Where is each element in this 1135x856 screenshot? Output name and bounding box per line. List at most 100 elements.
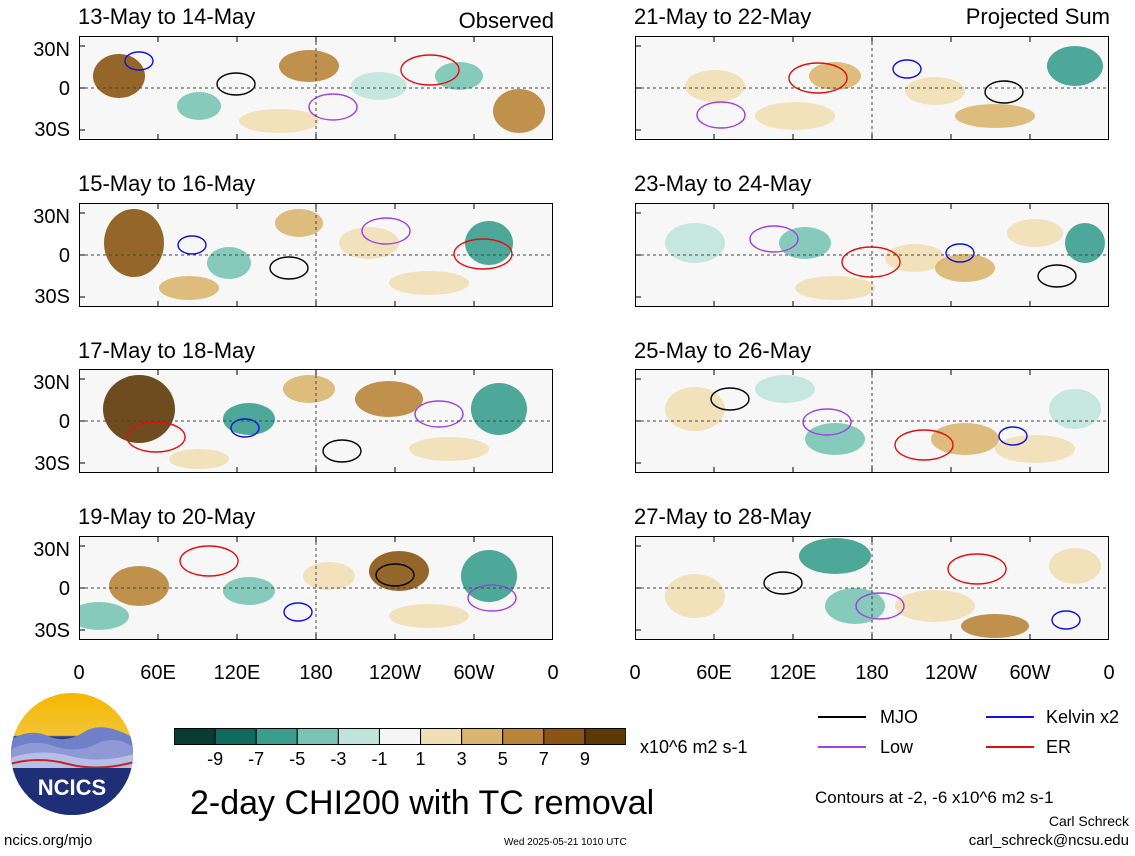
colorbar-swatch (543, 728, 586, 745)
wave-contour (855, 592, 905, 620)
lon-label: 0 (73, 662, 85, 684)
wave-contour (894, 429, 954, 461)
map-svg (79, 36, 553, 140)
legend-line-kelvin (986, 716, 1034, 718)
wave-contour (841, 246, 901, 278)
wave-contour (1037, 264, 1077, 288)
chi200-anomaly-shading (93, 54, 145, 98)
figure-title: 2-day CHI200 with TC removal (190, 784, 655, 822)
lon-label: 120E (769, 662, 817, 684)
chi200-anomaly-shading (207, 247, 251, 279)
chi200-anomaly-shading (955, 104, 1035, 128)
colorbar-swatch (296, 728, 339, 745)
lat-label-30s: 30S (34, 286, 70, 308)
map-svg (635, 369, 1109, 473)
map-frame (635, 369, 1109, 473)
colorbar-label: -3 (330, 749, 347, 769)
panel-title-8: 27-May to 28-May (634, 504, 812, 529)
chi200-anomaly-shading (239, 109, 319, 133)
map-svg (79, 536, 553, 640)
colorbar-swatch (502, 728, 545, 745)
map-frame (635, 36, 1109, 140)
chi200-anomaly-shading (471, 383, 527, 435)
wave-contour (375, 563, 415, 587)
chi200-anomaly-shading (779, 227, 831, 259)
wave-contour (788, 62, 848, 94)
chi200-anomaly-shading (435, 62, 483, 90)
legend-label-low: Low (880, 737, 914, 757)
wave-contour (892, 59, 922, 79)
chi200-anomaly-shading (665, 574, 725, 618)
wave-contour (749, 225, 799, 253)
legend-line-mjo (818, 716, 866, 718)
chi200-anomaly-shading (355, 381, 423, 417)
lon-label: 60W (1009, 662, 1051, 684)
chi200-anomaly-shading (809, 62, 861, 90)
colorbar-units: x10^6 m2 s-1 (640, 737, 748, 757)
chi200-anomaly-shading (389, 271, 469, 295)
map-frame (635, 203, 1109, 307)
wave-contour (984, 80, 1024, 104)
lon-label: 180 (855, 662, 889, 684)
colorbar-label: 1 (415, 749, 426, 769)
wave-contour (998, 426, 1028, 446)
chi200-anomaly-shading (169, 449, 229, 469)
panel-title-7: 25-May to 26-May (634, 338, 812, 363)
map-frame (79, 203, 553, 307)
chi200-anomaly-shading (275, 209, 323, 237)
wave-contour (763, 571, 803, 595)
chi200-anomaly-shading (895, 590, 975, 622)
chi200-anomaly-shading (104, 209, 164, 277)
colorbar-label: 9 (579, 749, 590, 769)
map-svg (635, 203, 1109, 307)
timestamp: Wed 2025-05-21 1010 UTC (504, 837, 627, 848)
panel-title-1: 13-May to 14-May (78, 4, 256, 29)
chi200-anomaly-shading (409, 437, 489, 461)
panel-title-5: 21-May to 22-May (634, 4, 812, 29)
legend-label-kelvin: Kelvin x2 (1046, 707, 1120, 727)
chi200-anomaly-shading (825, 588, 885, 624)
map-svg (635, 36, 1109, 140)
lat-label-30n: 30N (33, 539, 70, 561)
colorbar-swatch (173, 728, 216, 745)
chi200-anomaly-shading (935, 254, 995, 282)
lat-label-30s: 30S (34, 620, 70, 642)
lat-label-30n: 30N (33, 372, 70, 394)
map-panel (635, 369, 1109, 473)
colorbar-swatch (337, 728, 380, 745)
chi200-anomaly-shading (223, 577, 275, 605)
lat-label-eq: 0 (58, 578, 70, 600)
lon-label: 120W (368, 662, 422, 684)
chi200-anomaly-shading (665, 223, 725, 263)
logo-text: NCICS (38, 775, 106, 800)
legend-label-mjo: MJO (880, 707, 918, 727)
chi200-anomaly-shading (1065, 223, 1105, 263)
chi200-anomaly-shading (1007, 219, 1063, 247)
chi200-anomaly-shading (1049, 389, 1101, 429)
lon-label: 120W (924, 662, 978, 684)
colorbar-label: -7 (248, 749, 265, 769)
lon-label: 0 (629, 662, 641, 684)
chi200-anomaly-shading (351, 72, 407, 100)
wave-contour (322, 439, 362, 463)
chi200-anomaly-shading (685, 70, 745, 102)
url: ncics.org/mjo (4, 832, 93, 849)
map-panel (79, 203, 553, 307)
colorbar-swatch (214, 728, 257, 745)
chi200-anomaly-shading (493, 89, 545, 133)
chi200-anomaly-shading (961, 614, 1029, 638)
colorbar-label: -5 (289, 749, 306, 769)
lon-label: 0 (1103, 662, 1115, 684)
lat-label-30s: 30S (34, 453, 70, 475)
legend-label-er: ER (1046, 737, 1072, 757)
lon-label: 0 (547, 662, 559, 684)
chi200-anomaly-shading (177, 92, 221, 120)
chi200-anomaly-shading (799, 538, 871, 574)
chi200-anomaly-shading (931, 423, 999, 455)
wave-contour (308, 93, 358, 121)
colorbar (173, 728, 627, 745)
wave-contour (177, 235, 207, 255)
colorbar-label: 7 (538, 749, 549, 769)
map-panel (635, 536, 1109, 640)
lon-label: 60E (140, 662, 176, 684)
